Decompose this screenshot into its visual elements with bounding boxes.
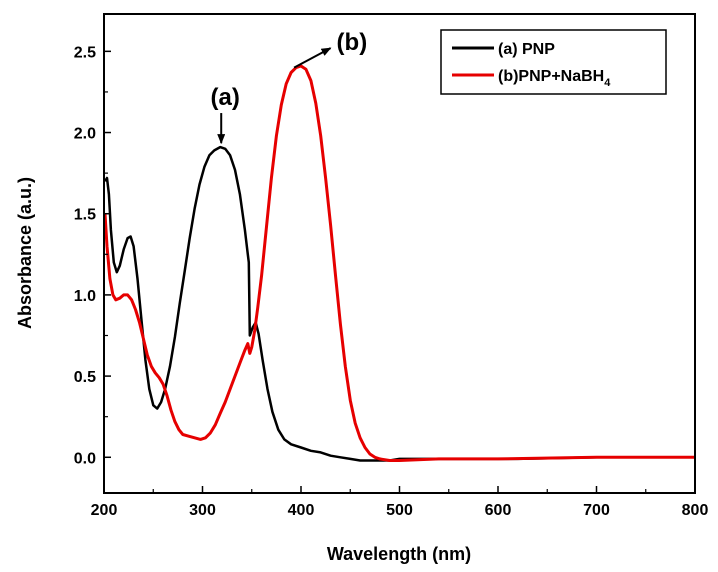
- annotation-b-label: (b): [337, 29, 368, 56]
- x-tick-label: 600: [485, 502, 512, 519]
- x-tick-label: 700: [583, 502, 610, 519]
- series-line-b: [104, 64, 695, 462]
- annotation-a-label: (a): [211, 84, 240, 111]
- legend-label-a: (a) PNP: [498, 41, 555, 58]
- annotations: (a) (b): [211, 29, 368, 145]
- y-tick-label: 0.0: [74, 450, 96, 467]
- legend: (a) PNP (b)PNP+NaBH4: [440, 29, 667, 95]
- x-tick-label: 300: [189, 502, 216, 519]
- x-tick-label: 500: [386, 502, 413, 519]
- annotation-b-arrow: [293, 47, 332, 69]
- legend-label-b-main: (b)PNP+NaBH: [498, 68, 604, 85]
- legend-box: [440, 29, 667, 95]
- series-layer: [104, 64, 695, 462]
- y-tick-label: 2.0: [74, 126, 96, 143]
- series-line-a: [104, 145, 695, 462]
- x-tick-label: 200: [91, 502, 118, 519]
- x-tick-label: 400: [288, 502, 315, 519]
- y-tick-label: 1.0: [74, 288, 96, 305]
- y-tick-label: 1.5: [74, 207, 96, 224]
- y-tick-label: 0.5: [74, 369, 96, 386]
- y-tick-label: 2.5: [74, 44, 96, 61]
- x-tick-label: 800: [682, 502, 709, 519]
- x-axis-title: Wavelength (nm): [327, 544, 471, 564]
- legend-label-b-subscript: 4: [604, 77, 611, 89]
- y-axis-title: Absorbance (a.u.): [15, 177, 35, 329]
- legend-label-b: (b)PNP+NaBH4: [498, 68, 611, 89]
- plot-frame: [103, 13, 696, 494]
- ticks-layer: 200 300 400 500 600 700 800 0.0 0.5 1.0 1.5 2.0 2.5: [74, 44, 709, 519]
